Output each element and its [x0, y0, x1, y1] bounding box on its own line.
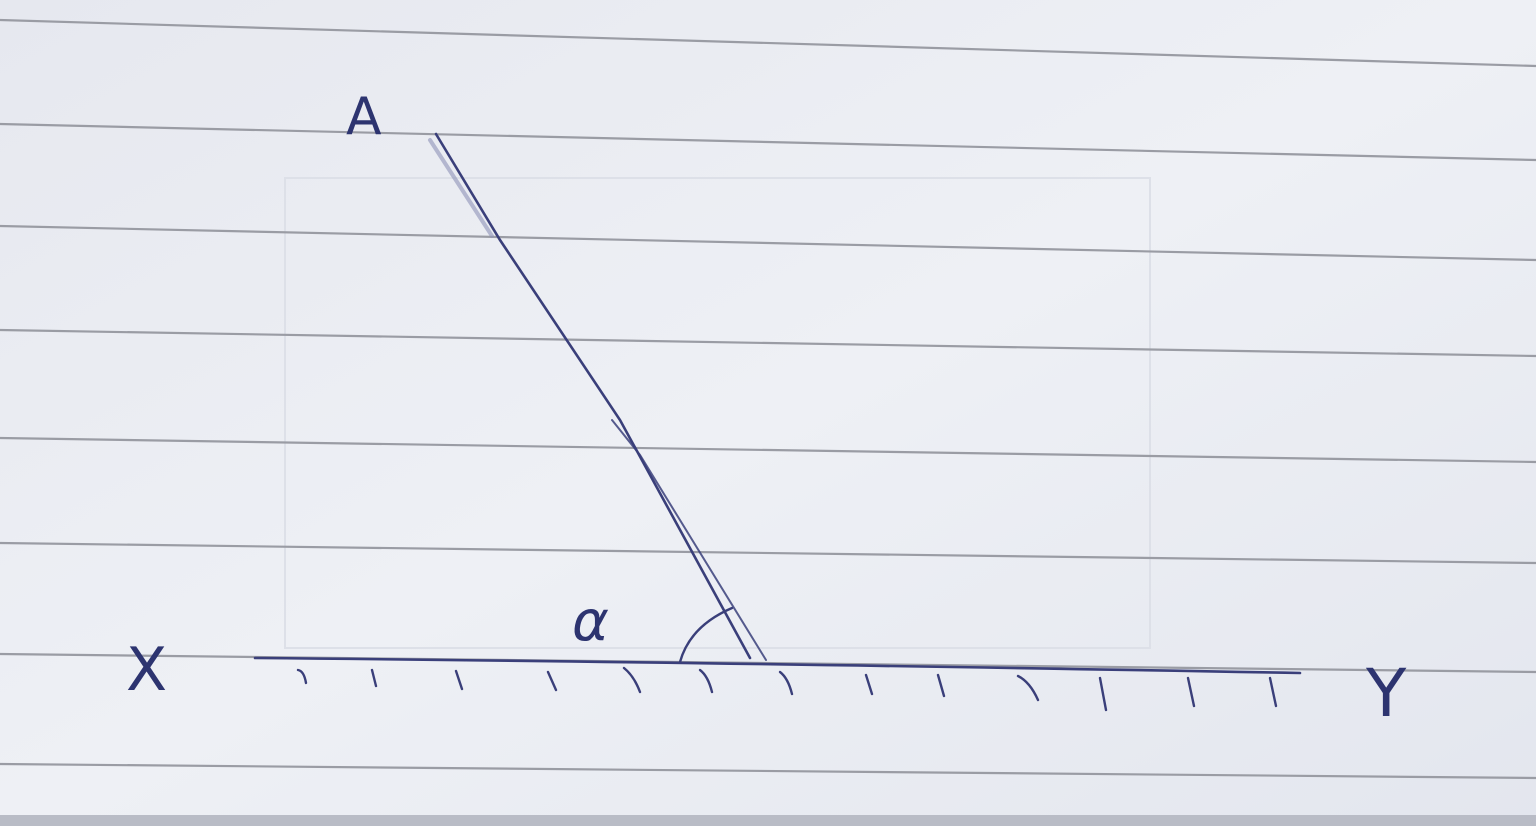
hatch-tick — [1268, 676, 1278, 708]
angle-arc — [678, 606, 734, 664]
ground-line-xy — [253, 656, 1302, 675]
paper-emboss — [284, 177, 1151, 649]
hatch-tick — [864, 673, 874, 696]
inclined-stroke-faint — [428, 138, 494, 238]
inclined-stroke-double — [611, 419, 767, 661]
hatch-tick — [778, 670, 794, 696]
bottom-strip — [0, 815, 1536, 826]
hatch-tick — [296, 668, 308, 685]
hatch-tick — [454, 669, 464, 691]
hatch-tick — [1098, 676, 1108, 712]
inclined-line-a — [428, 132, 767, 661]
right-end-label: Y — [1365, 655, 1407, 732]
angle-label: α — [572, 589, 609, 654]
hatch-tick — [622, 666, 642, 694]
hatch-tick — [1186, 676, 1196, 708]
rule-line — [0, 18, 1536, 68]
inclined-stroke — [434, 132, 752, 660]
hatch-tick — [1016, 674, 1040, 702]
rule-line — [0, 328, 1536, 358]
ruled-lines — [0, 18, 1536, 780]
rule-line — [0, 541, 1536, 565]
left-end-label: X — [126, 635, 167, 705]
rule-line — [0, 122, 1536, 162]
hatch-tick — [370, 668, 378, 688]
rule-line — [0, 224, 1536, 262]
rule-line — [0, 436, 1536, 464]
hatch-tick — [936, 673, 946, 698]
hatch-tick — [546, 670, 558, 692]
point-a-label: A — [346, 87, 382, 147]
hatch-tick — [698, 668, 714, 694]
rule-line — [0, 762, 1536, 780]
hatch-ticks — [296, 666, 1278, 712]
